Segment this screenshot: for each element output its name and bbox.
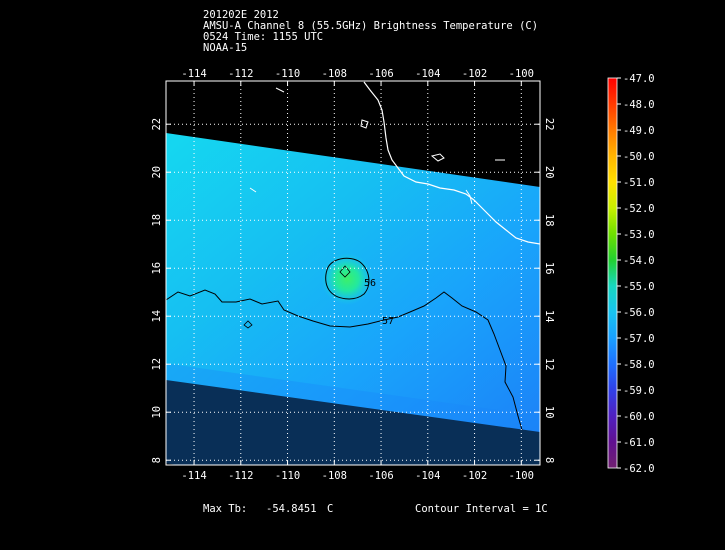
lon-label-bottom-2: -110 xyxy=(275,470,300,482)
lon-label-bottom-5: -104 xyxy=(415,470,440,482)
lat-label-right-1: 20 xyxy=(543,166,555,179)
axis-ticks xyxy=(166,81,540,465)
contour-label-57: 57 xyxy=(382,316,394,327)
lat-label-left-7: 8 xyxy=(151,457,163,463)
lon-label-top-0: -114 xyxy=(181,68,206,80)
lon-label-bottom-4: -106 xyxy=(368,470,393,482)
colorbar-label-13: -60.0 xyxy=(623,411,655,423)
contour-label-56: 56 xyxy=(364,278,376,289)
colorbar: -47.0 -48.0 -49.0 -50.0 -51.0 -52.0 -53.0 -54.0… xyxy=(607,73,655,475)
lat-label-right-3: 16 xyxy=(543,262,555,275)
colorbar-label-12: -59.0 xyxy=(623,385,655,397)
lon-label-top-2: -110 xyxy=(275,68,300,80)
title-line-4: NOAA-15 xyxy=(203,42,248,54)
colorbar-label-1: -48.0 xyxy=(623,99,655,111)
lon-label-top-7: -100 xyxy=(509,68,534,80)
lat-label-right-0: 22 xyxy=(543,118,555,131)
colorbar-label-6: -53.0 xyxy=(623,229,655,241)
lat-label-right-5: 12 xyxy=(543,358,555,371)
colorbar-label-14: -61.0 xyxy=(623,437,655,449)
colorbar-label-7: -54.0 xyxy=(623,255,655,267)
colorbar-label-8: -55.0 xyxy=(623,281,655,293)
lat-label-left-2: 18 xyxy=(151,214,163,227)
lat-label-right-2: 18 xyxy=(543,214,555,227)
colorbar-label-4: -51.0 xyxy=(623,177,655,189)
colorbar-scale xyxy=(607,77,618,469)
lat-label-left-1: 20 xyxy=(151,166,163,179)
lon-label-top-6: -102 xyxy=(462,68,487,80)
lat-label-left-6: 10 xyxy=(151,406,163,419)
lat-label-left-4: 14 xyxy=(151,310,163,323)
max-tb-unit: C xyxy=(327,503,334,515)
lat-label-left-0: 22 xyxy=(151,118,163,131)
lon-label-top-4: -106 xyxy=(368,68,393,80)
colorbar-label-2: -49.0 xyxy=(623,125,655,137)
contour-57 xyxy=(166,289,523,431)
colorbar-label-9: -56.0 xyxy=(623,307,655,319)
lon-label-bottom-1: -112 xyxy=(228,470,253,482)
max-tb-value: -54.8451 xyxy=(266,503,317,515)
colorbar-label-3: -50.0 xyxy=(623,151,655,163)
contour-56 xyxy=(325,257,370,300)
title-line-3: 0524 Time: 1155 UTC xyxy=(203,31,324,43)
lon-label-bottom-7: -100 xyxy=(509,470,534,482)
lat-label-right-4: 14 xyxy=(543,310,555,323)
lat-label-right-7: 8 xyxy=(543,457,555,463)
lon-label-top-1: -112 xyxy=(228,68,253,80)
lat-label-right-6: 10 xyxy=(543,406,555,419)
lon-label-bottom-0: -114 xyxy=(181,470,206,482)
colorbar-label-5: -52.0 xyxy=(623,203,655,215)
max-tb-label: Max Tb: xyxy=(203,503,248,515)
colorbar-label-10: -57.0 xyxy=(623,333,655,345)
lon-label-top-5: -104 xyxy=(415,68,440,80)
coastline xyxy=(363,81,540,245)
lon-label-bottom-6: -102 xyxy=(462,470,487,482)
lon-label-top-3: -108 xyxy=(322,68,347,80)
colorbar-label-15: -62.0 xyxy=(623,463,655,475)
lat-label-left-3: 16 xyxy=(151,262,163,275)
colorbar-label-0: -47.0 xyxy=(623,73,655,85)
lon-label-bottom-3: -108 xyxy=(322,470,347,482)
contour-interval-label: Contour Interval = 1C xyxy=(415,503,548,515)
colorbar-label-11: -58.0 xyxy=(623,359,655,371)
lat-label-left-5: 12 xyxy=(151,358,163,371)
map-frame xyxy=(165,80,541,466)
title-line-2: AMSU-A Channel 8 (55.5GHz) Brightness Te… xyxy=(203,20,539,32)
lat-lon-grid xyxy=(166,81,540,465)
title-line-1: 201202E 2012 xyxy=(203,9,279,21)
swath-dark-band xyxy=(166,363,540,465)
